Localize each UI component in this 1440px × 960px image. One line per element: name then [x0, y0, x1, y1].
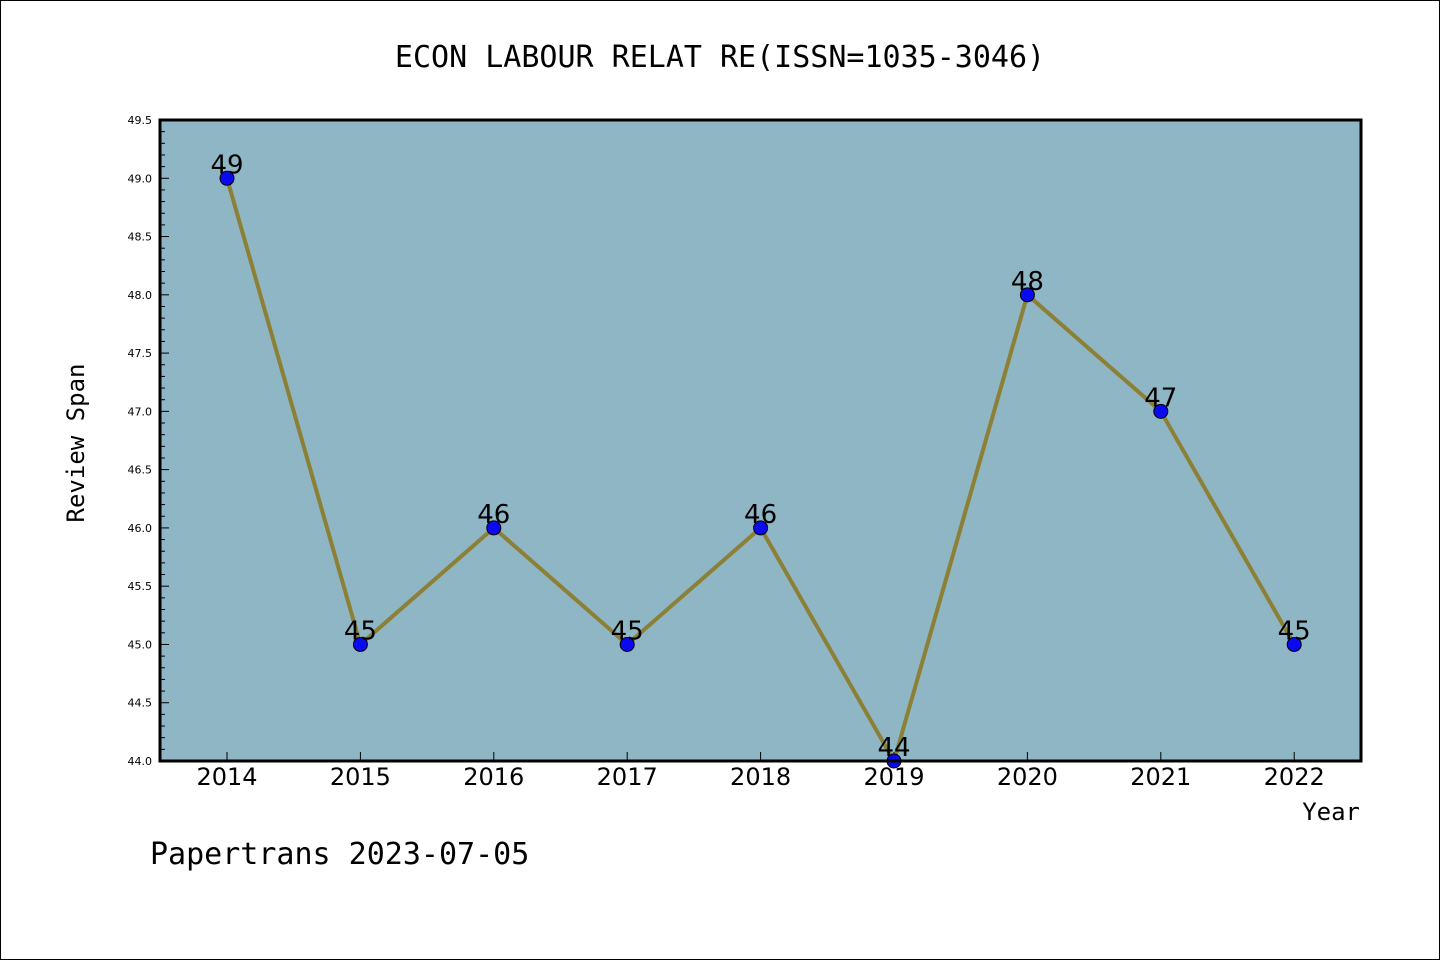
data-point	[219, 170, 235, 186]
data-point	[619, 636, 635, 652]
data-label: 46	[744, 500, 777, 530]
y-tick-label: 46.0	[128, 522, 153, 535]
data-point	[352, 636, 368, 652]
y-tick-label: 48.0	[128, 289, 153, 302]
x-tick-label: 2015	[330, 763, 391, 791]
x-tick-label: 2018	[730, 763, 791, 791]
y-tick-label: 44.5	[128, 697, 153, 710]
y-tick-label: 49.0	[128, 172, 153, 185]
y-tick-label: 46.5	[128, 464, 153, 477]
x-axis-label: Year	[1302, 798, 1360, 826]
data-label: 48	[1011, 267, 1044, 297]
x-tick-label: 2017	[597, 763, 658, 791]
x-tick-label: 2014	[196, 763, 257, 791]
y-axis-label: Review Span	[62, 364, 90, 523]
data-label: 49	[210, 150, 243, 180]
data-point	[1286, 636, 1302, 652]
x-tick-label: 2016	[463, 763, 524, 791]
x-tick-label: 2021	[1130, 763, 1191, 791]
plot-area	[160, 120, 1361, 761]
data-label: 46	[477, 500, 510, 530]
y-tick-label: 47.5	[128, 347, 153, 360]
y-tick-label: 44.0	[128, 755, 153, 768]
footer-credit: Papertrans 2023-07-05	[150, 837, 529, 872]
data-point	[753, 520, 769, 536]
data-point	[1019, 287, 1035, 303]
y-tick-label: 49.5	[128, 114, 153, 127]
plot-border	[158, 118, 1363, 763]
x-tick-label: 2020	[997, 763, 1058, 791]
chart-title: ECON LABOUR RELAT RE(ISSN=1035-3046)	[395, 40, 1045, 75]
data-point	[486, 520, 502, 536]
data-label: 45	[1278, 616, 1311, 646]
data-label: 47	[1144, 383, 1177, 413]
y-tick-label: 48.5	[128, 231, 153, 244]
data-labels: 49 45 46 45 46 44 48 47 45	[210, 150, 1310, 763]
x-tick-label: 2022	[1264, 763, 1325, 791]
data-label: 45	[611, 616, 644, 646]
y-tick-label: 45.0	[128, 638, 153, 651]
data-point	[1153, 403, 1169, 419]
data-label: 44	[877, 733, 910, 763]
x-axis: 2014 2015 2016 2017 2018 2019 2020 2021 2022	[196, 752, 1325, 791]
y-tick-label: 47.0	[128, 405, 153, 418]
data-label: 45	[344, 616, 377, 646]
y-tick-label: 45.5	[128, 580, 153, 593]
